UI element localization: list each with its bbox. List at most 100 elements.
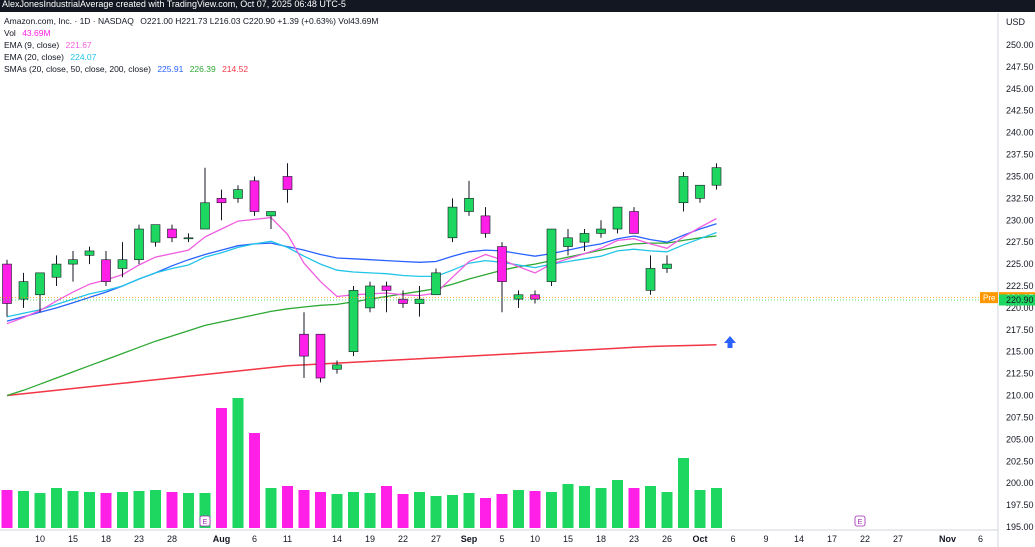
- candle-body: [431, 272, 441, 296]
- y-tick-label: 227.50: [1006, 237, 1034, 247]
- x-tick-label: 19: [365, 534, 375, 544]
- x-tick-label: 6: [252, 534, 257, 544]
- x-tick-label: 28: [167, 534, 177, 544]
- candle-body: [365, 285, 375, 309]
- candle-body: [546, 228, 557, 282]
- ema9-line: [6, 216, 717, 325]
- volume-bar: [562, 484, 574, 528]
- x-tick-label: 22: [398, 534, 408, 544]
- volume-bar: [381, 486, 392, 528]
- candle-body: [480, 215, 491, 234]
- volume-bar: [282, 486, 293, 528]
- x-tick-label: 9: [763, 534, 768, 544]
- legend-symbol-line: Amazon.com, Inc. · 1D · NASDAQ O221.00 H…: [4, 16, 378, 26]
- legend-volume: Vol 43.69M: [4, 28, 51, 38]
- x-tick-label: 27: [893, 534, 903, 544]
- volume-bar: [579, 486, 590, 528]
- volume-bar: [34, 493, 46, 528]
- volume-bar: [249, 433, 260, 528]
- y-tick-label: 232.50: [1006, 193, 1034, 203]
- x-tick-label: 11: [283, 534, 292, 544]
- candle-body: [414, 298, 425, 304]
- volume-bar: [100, 493, 112, 528]
- sma200-line: [6, 343, 717, 397]
- pre-tag-label: Pre: [983, 294, 996, 303]
- volume-bar: [430, 496, 442, 528]
- candle-body: [68, 259, 78, 265]
- y-tick-label: 240.00: [1006, 128, 1034, 138]
- candle-body: [497, 246, 507, 282]
- volume-bar: [612, 480, 623, 528]
- volume-bar: [661, 492, 673, 528]
- y-tick-label: 225.00: [1006, 259, 1034, 269]
- candle-body: [530, 294, 540, 300]
- y-tick-label: 195.00: [1006, 522, 1034, 532]
- candle-body: [167, 228, 177, 239]
- y-tick-label: 235.00: [1006, 171, 1034, 181]
- x-tick-label: 10: [530, 534, 540, 544]
- tradingview-credit: AlexJonesIndustrialAverage created with …: [2, 0, 346, 9]
- legend-sma20-value: 225.91: [157, 64, 184, 74]
- y-tick-label: 212.50: [1006, 369, 1034, 379]
- candle-body: [282, 176, 293, 190]
- legend-smas: SMAs (20, close, 50, close, 200, close) …: [4, 64, 248, 74]
- y-tick-label: 200.00: [1006, 478, 1034, 488]
- volume-bar: [414, 492, 425, 528]
- x-tick-label: 18: [596, 534, 606, 544]
- candle-body: [183, 237, 194, 240]
- candle-body: [18, 281, 29, 300]
- candle-body: [398, 298, 408, 304]
- candle-body: [596, 228, 606, 234]
- candle-body: [200, 202, 210, 230]
- legend-vol-label: Vol: [4, 28, 16, 38]
- legend-sma-label: SMAs (20, close, 50, close, 200, close): [4, 64, 151, 74]
- sma50-line: [6, 235, 717, 397]
- volume-bar: [331, 494, 343, 528]
- x-tick-label: 6: [730, 534, 735, 544]
- candle-body: [711, 167, 722, 186]
- y-tick-label: 242.50: [1006, 106, 1034, 116]
- volume-bar: [496, 494, 508, 528]
- y-tick-label: 197.50: [1006, 500, 1034, 510]
- x-tick-label: 14: [794, 534, 804, 544]
- volume-bar: [298, 490, 310, 528]
- candle-body: [629, 211, 639, 234]
- y-tick-label: 210.00: [1006, 391, 1034, 401]
- volume-bar: [51, 488, 62, 528]
- y-tick-label: 237.50: [1006, 150, 1034, 160]
- y-tick-label: 222.50: [1006, 281, 1034, 291]
- candle-body: [35, 272, 45, 296]
- x-tick-label: 15: [563, 534, 573, 544]
- volume-bar: [480, 498, 491, 528]
- volume-bar: [232, 398, 244, 528]
- volume-bar: [216, 408, 227, 528]
- candle-body: [134, 228, 144, 261]
- candle-body: [464, 198, 474, 212]
- x-tick-label: 14: [332, 534, 342, 544]
- volume-bar: [315, 492, 326, 528]
- candle-body: [662, 263, 672, 269]
- y-tick-label: 215.00: [1006, 347, 1034, 357]
- candle-body: [332, 364, 342, 370]
- y-tick-label: 247.50: [1006, 62, 1034, 72]
- candle-body: [678, 176, 689, 204]
- candle-body: [117, 259, 128, 269]
- candle-body: [563, 237, 573, 247]
- volume-bar: [711, 488, 722, 528]
- legend-vol-value: 43.69M: [22, 28, 51, 38]
- earnings-icon: [199, 515, 211, 527]
- earnings-letter: E: [203, 519, 208, 526]
- y-tick-label: 230.00: [1006, 215, 1034, 225]
- earnings-icon: [854, 515, 866, 527]
- candle-body: [51, 263, 62, 278]
- volume-bar: [595, 488, 607, 528]
- volume-bar: [166, 492, 178, 528]
- candle-body: [2, 263, 12, 304]
- candle-body: [348, 290, 359, 353]
- x-tick-label: 23: [629, 534, 639, 544]
- candle-body: [315, 333, 326, 379]
- x-tick-label: Oct: [692, 534, 707, 544]
- y-tick-label: 245.00: [1006, 84, 1034, 94]
- x-tick-label: 22: [860, 534, 870, 544]
